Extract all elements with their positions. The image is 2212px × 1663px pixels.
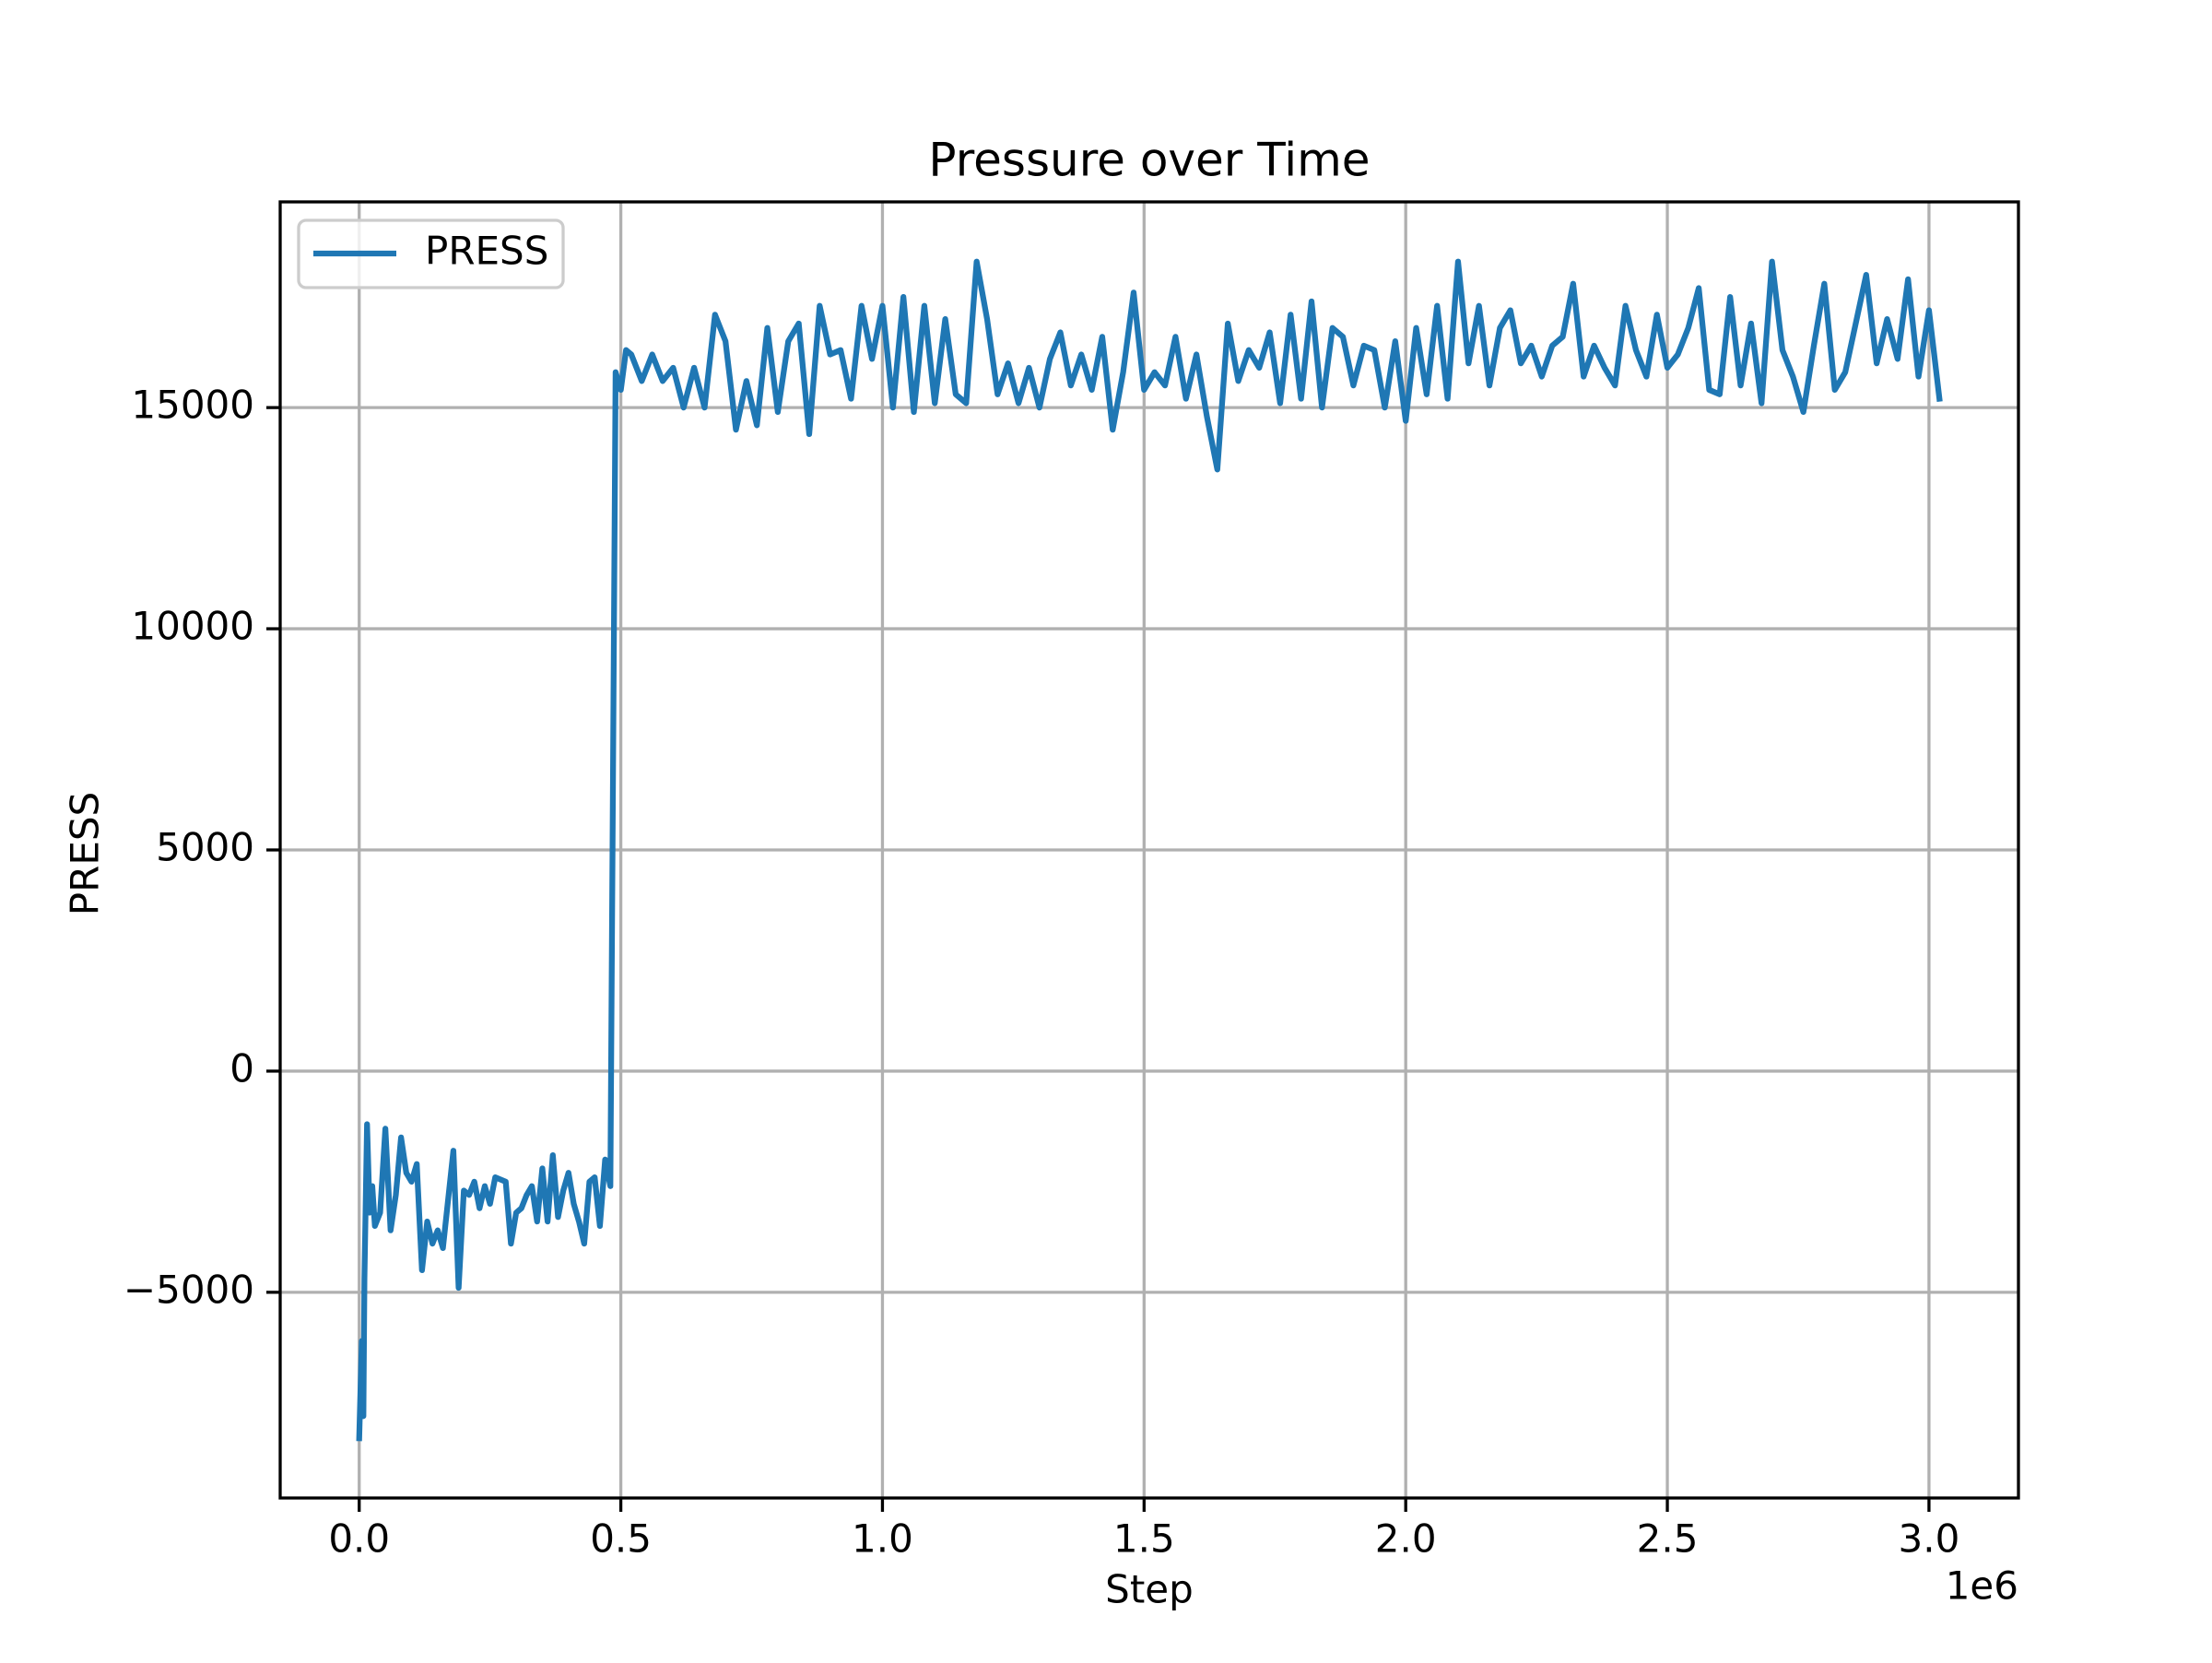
x-tick-label: 3.0 (1899, 1516, 1960, 1562)
y-tick-label: 5000 (156, 825, 254, 870)
x-tick-label: 1.0 (852, 1516, 913, 1562)
x-tick-label: 1.5 (1113, 1516, 1175, 1562)
x-tick-label: 0.0 (328, 1516, 390, 1562)
y-tick-label: 15000 (131, 383, 254, 428)
legend-label: PRESS (425, 229, 548, 274)
x-tick-label: 2.5 (1637, 1516, 1699, 1562)
x-tick-label: 2.0 (1375, 1516, 1437, 1562)
data-line (356, 258, 1943, 1442)
y-tick-label: −5000 (124, 1267, 254, 1312)
y-axis-label: PRESS (63, 792, 108, 915)
axes-frame (278, 200, 2020, 1500)
legend-box (297, 218, 565, 289)
y-tick-label: 10000 (131, 604, 254, 649)
x-tick-label: 0.5 (590, 1516, 652, 1562)
x-axis-label: Step (1105, 1567, 1194, 1612)
x-offset-label: 1e6 (1946, 1563, 2018, 1609)
y-tick-label: 0 (229, 1045, 254, 1091)
chart-title: Pressure over Time (928, 134, 1370, 187)
